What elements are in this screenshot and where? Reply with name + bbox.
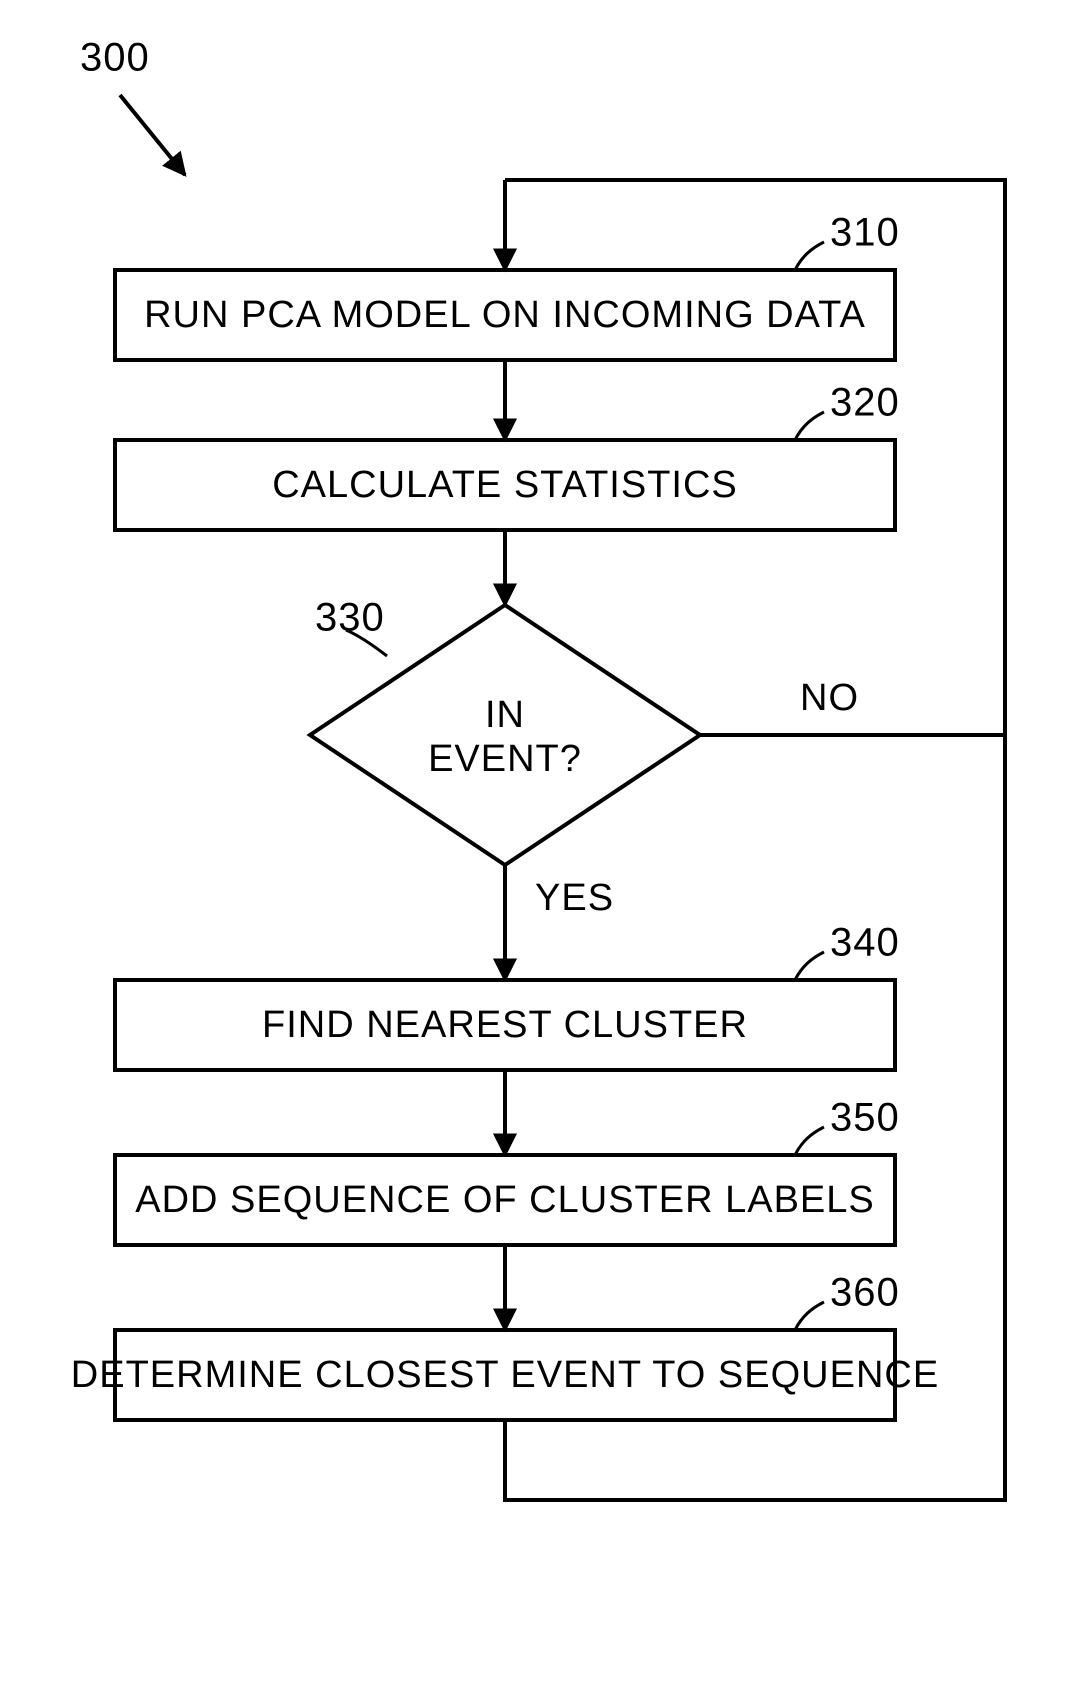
- ref-label-320: 320: [830, 381, 900, 425]
- node-320-label: CALCULATE STATISTICS: [272, 464, 738, 506]
- node-330-label-2: EVENT?: [428, 738, 582, 780]
- figure-pointer-arrow: [120, 95, 185, 175]
- ref-label-310: 310: [830, 211, 900, 255]
- ref-label-350: 350: [830, 1096, 900, 1140]
- ref-label-330: 330: [315, 596, 385, 640]
- ref-label-340: 340: [830, 921, 900, 965]
- node-350-label: ADD SEQUENCE OF CLUSTER LABELS: [135, 1179, 875, 1221]
- node-360-label: DETERMINE CLOSEST EVENT TO SEQUENCE: [71, 1354, 939, 1396]
- ref-label-300: 300: [80, 36, 150, 80]
- flowchart-svg: RUN PCA MODEL ON INCOMING DATA CALCULATE …: [0, 0, 1089, 1693]
- ref-tick-350: [795, 1127, 824, 1155]
- ref-tick-320: [795, 412, 824, 440]
- branch-label-yes: YES: [535, 877, 614, 919]
- node-340-label: FIND NEAREST CLUSTER: [262, 1004, 748, 1046]
- ref-tick-310: [795, 242, 824, 270]
- branch-label-no: NO: [800, 677, 859, 719]
- ref-label-360: 360: [830, 1271, 900, 1315]
- node-330-label-1: IN: [485, 694, 525, 736]
- node-310-label: RUN PCA MODEL ON INCOMING DATA: [144, 294, 866, 336]
- ref-tick-360: [795, 1302, 824, 1330]
- ref-tick-340: [795, 952, 824, 980]
